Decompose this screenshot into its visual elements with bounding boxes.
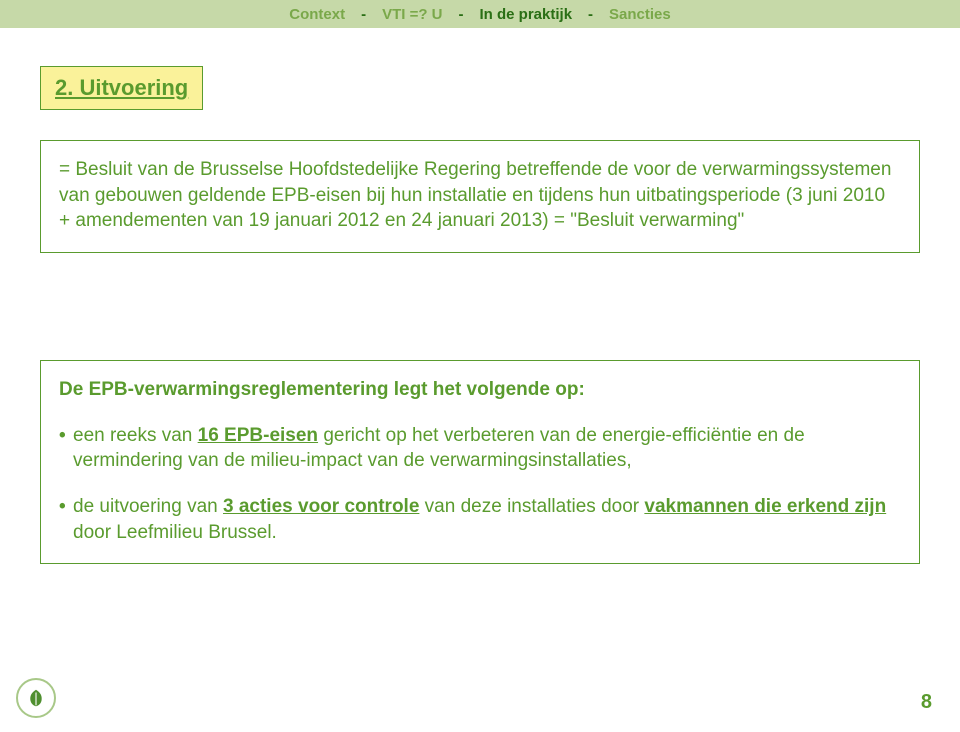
requirements-lead: De EPB-verwarmingsreglementering legt he… [59,377,901,403]
section-title: 2. Uitvoering [40,66,203,110]
list-item: de uitvoering van 3 acties voor controle… [59,494,901,545]
text-fragment: de uitvoering van [73,496,223,517]
list-item: een reeks van 16 EPB-eisen gericht op he… [59,423,901,474]
text-fragment: door Leefmilieu Brussel. [73,522,277,543]
page-number: 8 [921,691,932,714]
text-fragment: een reeks van [73,425,198,446]
tab-context: Context [289,6,345,23]
tab-separator: - [459,6,464,23]
tab-separator: - [361,6,366,23]
tab-praktijk: In de praktijk [480,6,573,23]
requirements-box: De EPB-verwarmingsreglementering legt he… [40,360,920,564]
leaf-logo-icon [16,678,56,718]
emphasis: 16 EPB-eisen [198,425,318,446]
emphasis: 3 acties voor controle [223,496,419,517]
emphasis: vakmannen die erkend zijn [644,496,886,517]
slide: Context - VTI =? U - In de praktijk - Sa… [0,0,960,732]
definition-text: = Besluit van de Brusselse Hoofdstedelij… [59,159,891,231]
tab-bar: Context - VTI =? U - In de praktijk - Sa… [0,0,960,28]
tab-separator: - [588,6,593,23]
tab-sancties: Sancties [609,6,671,23]
definition-box: = Besluit van de Brusselse Hoofdstedelij… [40,140,920,253]
requirements-list: een reeks van 16 EPB-eisen gericht op he… [59,423,901,546]
text-fragment: van deze installaties door [419,496,644,517]
tab-vti: VTI =? U [382,6,442,23]
